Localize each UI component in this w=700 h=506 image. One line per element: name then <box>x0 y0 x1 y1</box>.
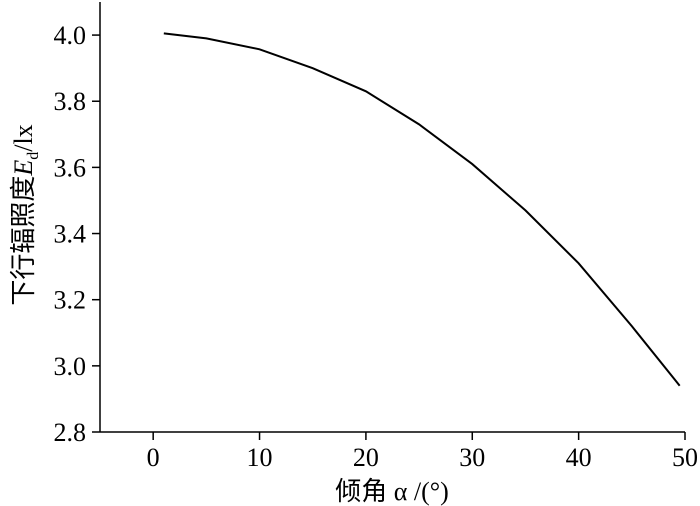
x-tick-label: 40 <box>566 443 592 472</box>
y-tick-label: 2.8 <box>54 418 87 447</box>
y-tick-label: 3.2 <box>54 286 87 315</box>
y-tick-label: 3.0 <box>54 352 87 381</box>
y-label-subscript: d <box>25 152 42 160</box>
y-label-unit: /lx <box>9 124 38 151</box>
x-tick-label: 20 <box>353 443 379 472</box>
y-tick-label: 3.8 <box>54 87 87 116</box>
x-tick-label: 10 <box>247 443 273 472</box>
y-tick-label: 3.4 <box>54 220 87 249</box>
line <box>163 32 681 387</box>
x-tick-label: 30 <box>459 443 485 472</box>
x-tick-label: 0 <box>147 443 160 472</box>
y-label-symbol: E <box>9 160 38 177</box>
y-label-prefix: 下行辐照度 <box>9 176 38 306</box>
x-axis-label: 倾角 α /(°) <box>335 477 449 506</box>
y-axis-label: 下行辐照度Ed/lx <box>9 124 42 305</box>
y-tick-label: 3.6 <box>54 153 87 182</box>
x-tick-label: 50 <box>672 443 698 472</box>
y-tick-label: 4.0 <box>54 21 87 50</box>
